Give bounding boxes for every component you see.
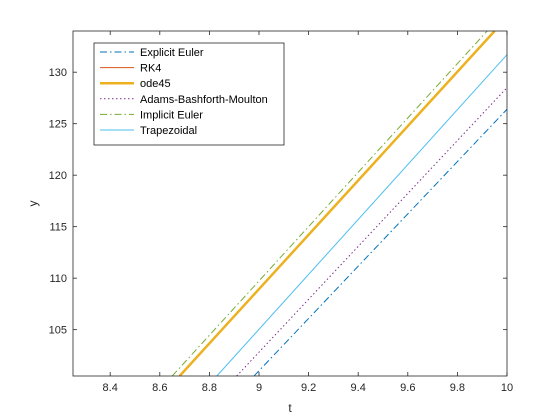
legend-label: Adams-Bashforth-Moulton bbox=[140, 94, 268, 106]
series-line-1 bbox=[253, 108, 507, 376]
legend-label: RK4 bbox=[140, 63, 161, 75]
y-tick-label: 120 bbox=[49, 170, 67, 182]
x-tick-label: 9.4 bbox=[351, 382, 366, 394]
series-line-4 bbox=[236, 87, 507, 376]
x-tick-label: 9 bbox=[256, 382, 262, 394]
legend-label: Explicit Euler bbox=[140, 47, 204, 59]
y-axis-title: y bbox=[26, 201, 40, 207]
x-tick-label: 8.8 bbox=[202, 382, 217, 394]
x-axis-title: t bbox=[288, 401, 292, 415]
x-tick-label: 8.4 bbox=[103, 382, 118, 394]
x-tick-label: 9.6 bbox=[400, 382, 415, 394]
legend-label: ode45 bbox=[140, 78, 171, 90]
x-tick-label: 10 bbox=[501, 382, 513, 394]
y-tick-label: 105 bbox=[49, 325, 67, 337]
legend-label: Implicit Euler bbox=[140, 109, 203, 121]
y-tick-label: 110 bbox=[49, 273, 67, 285]
series-line-6 bbox=[216, 54, 507, 376]
series-line-3 bbox=[178, 31, 496, 376]
axes-layer bbox=[72, 30, 508, 377]
x-tick-label: 9.2 bbox=[301, 382, 316, 394]
axes-box bbox=[72, 30, 508, 377]
y-tick-label: 125 bbox=[49, 119, 67, 131]
legend: Explicit Euler RK4 ode45 Adams-Bashforth-Mo… bbox=[93, 42, 285, 146]
y-tick-label: 115 bbox=[49, 222, 67, 234]
series-layer bbox=[171, 31, 507, 376]
series-line-5 bbox=[171, 31, 488, 376]
legend-label: Trapezoidal bbox=[140, 125, 197, 137]
y-tick-label: 130 bbox=[49, 67, 67, 79]
legend-box bbox=[93, 42, 285, 146]
ticks-layer: 8.4 8.6 8.8 9 9.2 9.4 9.6 9.8 10 105 110 115 120 125 1… bbox=[49, 31, 513, 394]
x-tick-label: 8.6 bbox=[152, 382, 167, 394]
x-tick-label: 9.8 bbox=[450, 382, 465, 394]
